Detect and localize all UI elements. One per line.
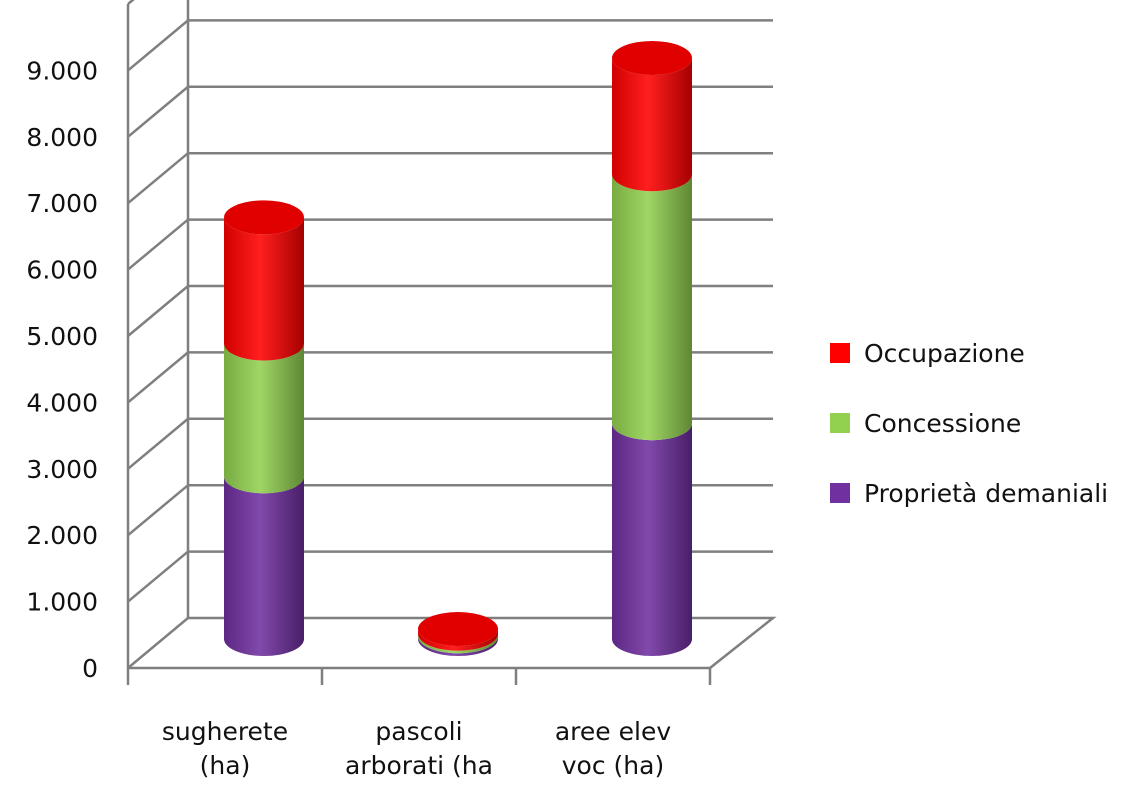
bar-segment-concessione <box>224 343 304 494</box>
x-category-label: pascoli arborati (ha <box>345 717 493 780</box>
chart-bars <box>224 41 692 656</box>
legend-item-occupazione: Occupazione <box>830 318 1108 388</box>
y-tick-label: 8.000 <box>26 123 98 152</box>
y-tick-label: 1.000 <box>26 588 98 617</box>
bar-top-cap <box>612 41 692 75</box>
legend-label: Proprietà demaniali <box>864 478 1109 508</box>
y-tick-label: 2.000 <box>26 521 98 550</box>
chart-grid <box>127 0 777 669</box>
bar-segment-propriet-demaniali <box>418 636 498 656</box>
y-tick-label: 5.000 <box>26 322 98 351</box>
y-axis: 0 1.000 2.000 3.000 4.000 5.000 6.000 7.000 8.00… <box>26 4 130 683</box>
legend-label: Occupazione <box>864 338 1025 368</box>
bar-top-cap <box>224 200 304 235</box>
cylinder-bar <box>612 41 692 656</box>
y-tick-label: 9.000 <box>26 56 98 85</box>
x-axis: sugherete (ha) pascoli arborati (ha aree ele… <box>126 666 712 780</box>
cylinder-bar <box>224 200 304 656</box>
legend-item-concessione: Concessione <box>830 388 1108 458</box>
y-tick-label: 6.000 <box>26 256 98 285</box>
x-category-label: sugherete (ha) <box>162 717 288 780</box>
bar-segment-propriet-demaniali <box>612 423 692 656</box>
bar-top-cap <box>418 612 498 647</box>
bar-segment-occupazione <box>418 629 498 651</box>
bar-segment-occupazione <box>612 58 692 192</box>
legend-label: Concessione <box>864 408 1022 438</box>
y-tick-label: 0 <box>82 654 98 683</box>
x-category-label: aree elev voc (ha) <box>555 717 671 780</box>
y-tick-label: 4.000 <box>26 388 98 417</box>
cylinder-bar <box>418 612 498 656</box>
gridline <box>127 0 135 5</box>
legend-swatch <box>830 483 850 503</box>
legend-item-propriet-demaniali: Proprietà demaniali <box>830 458 1108 528</box>
bar-segment-concessione <box>418 633 498 654</box>
bar-segment-propriet-demaniali <box>224 476 304 656</box>
bar-segment-occupazione <box>224 217 304 361</box>
legend: Occupazione Concessione Proprietà demanial… <box>830 318 1108 528</box>
y-tick-label: 7.000 <box>26 189 98 218</box>
y-tick-label: 3.000 <box>26 455 98 484</box>
legend-swatch <box>830 413 850 433</box>
legend-swatch <box>830 343 850 363</box>
bar-segment-concessione <box>612 174 692 441</box>
